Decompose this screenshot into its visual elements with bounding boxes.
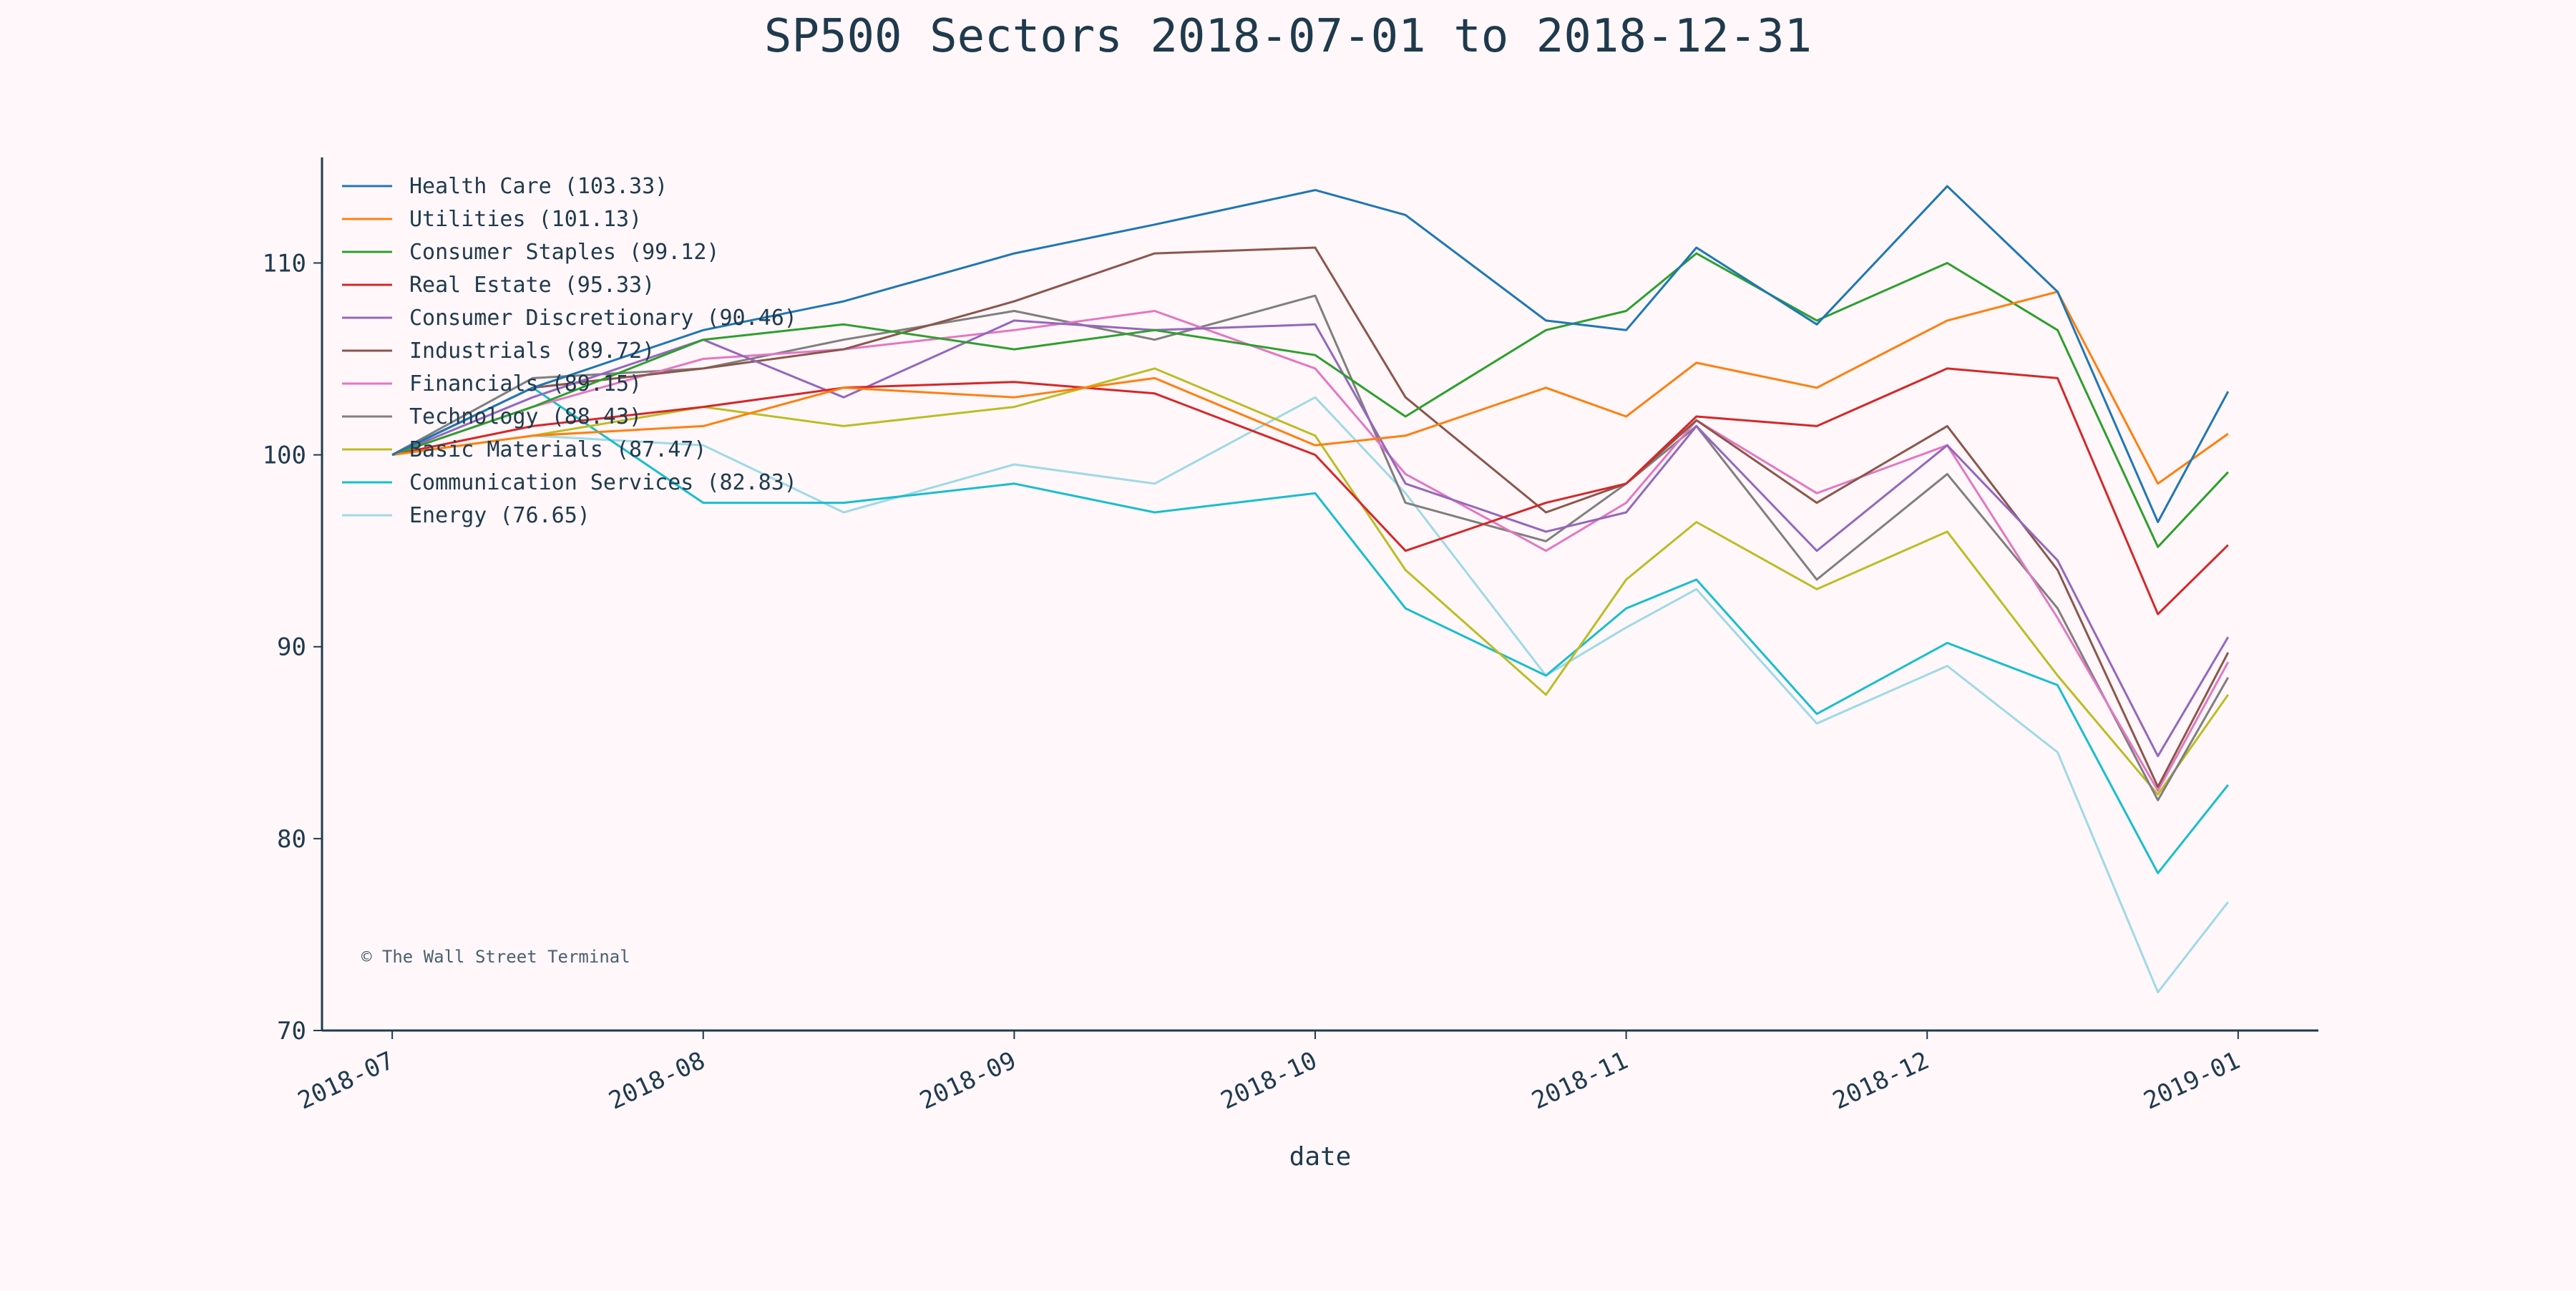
- y-tick-label: 110: [263, 249, 306, 278]
- legend-label: Utilities (101.13): [409, 207, 642, 232]
- y-tick-label: 100: [263, 442, 306, 470]
- legend-label: Real Estate (95.33): [409, 273, 655, 298]
- chart-title: SP500 Sectors 2018-07-01 to 2018-12-31: [764, 10, 1812, 63]
- series-line: [391, 396, 2229, 993]
- legend-label: Energy (76.65): [409, 503, 590, 528]
- x-tick-label: 2018-09: [915, 1046, 1020, 1116]
- series-line: [391, 294, 2230, 802]
- plot-area: 70 80 90 100 110 2018-07 2018-08 2018-09 2018-10…: [263, 157, 2318, 1116]
- legend-label: Technology (88.43): [409, 404, 642, 429]
- series-line: [391, 310, 2230, 792]
- series-line: [391, 291, 2229, 485]
- y-tick-label: 90: [277, 633, 306, 662]
- series-line: [391, 386, 2229, 875]
- legend-label: Health Care (103.33): [409, 174, 668, 199]
- series-group: [391, 185, 2230, 993]
- x-tick-label: 2018-08: [605, 1046, 710, 1116]
- series-line: [391, 252, 2229, 548]
- series-line: [391, 246, 2230, 788]
- x-tick-label: 2018-11: [1528, 1046, 1633, 1116]
- series-line: [391, 319, 2230, 758]
- series-line: [391, 367, 2230, 796]
- y-tick-label: 80: [277, 825, 306, 854]
- series-line: [391, 367, 2229, 615]
- legend-label: Basic Materials (87.47): [409, 437, 706, 462]
- legend-label: Industrials (89.72): [409, 338, 655, 364]
- legend: Health Care (103.33) Utilities (101.13) Co…: [342, 174, 797, 528]
- legend-label: Communication Services (82.83): [409, 470, 797, 495]
- legend-label: Consumer Discretionary (90.46): [409, 306, 797, 331]
- y-tick-label: 70: [277, 1017, 306, 1046]
- x-tick-label: 2018-12: [1828, 1046, 1933, 1116]
- legend-label: Financials (89.15): [409, 371, 642, 396]
- x-tick-label: 2018-10: [1216, 1046, 1322, 1116]
- x-tick-label: 2019-01: [2140, 1046, 2245, 1116]
- x-tick-label: 2018-07: [293, 1046, 399, 1116]
- legend-label: Consumer Staples (99.12): [409, 240, 719, 265]
- watermark-text: © The Wall Street Terminal: [361, 947, 630, 967]
- x-axis-label: date: [1289, 1142, 1352, 1171]
- series-line: [391, 185, 2230, 523]
